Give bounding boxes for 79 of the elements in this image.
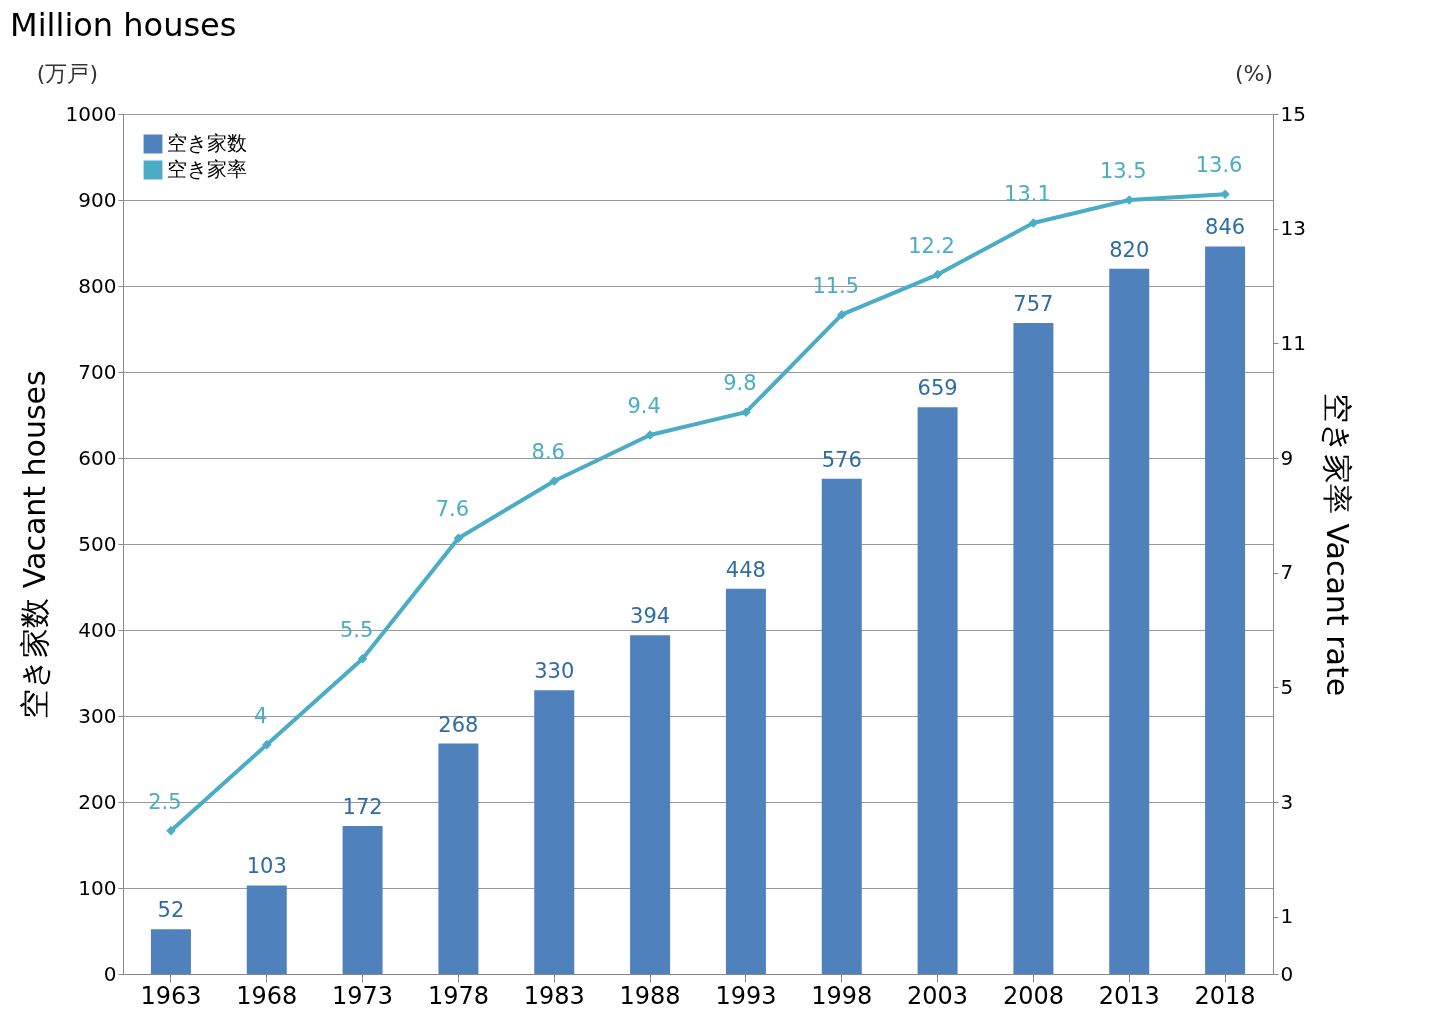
x-tick-label: 2008 <box>1002 981 1064 1010</box>
point <box>932 269 943 280</box>
y-tick-label: 100 <box>78 875 117 900</box>
data-label: 13.6 <box>1195 153 1243 178</box>
y2-axis-title: 空き家率 Vacant rate <box>1319 392 1355 697</box>
y2-tick-label: 7 <box>1280 560 1294 585</box>
data-label: 330 <box>534 659 575 684</box>
x-tick-label: 2018 <box>1194 981 1256 1010</box>
y-tick-label: 800 <box>78 273 117 298</box>
y-tick-label: 0 <box>103 961 117 986</box>
bar <box>438 743 479 974</box>
y-tick-label: 200 <box>78 789 117 814</box>
point <box>262 739 272 750</box>
x-tick-label: 1998 <box>811 981 873 1010</box>
data-label: 13.5 <box>1099 159 1147 183</box>
y-tick-label: 900 <box>78 187 117 212</box>
bar <box>821 478 862 974</box>
data-label: 8.6 <box>531 439 565 464</box>
x-tick-label: 2003 <box>907 981 969 1010</box>
y2-tick-label: 1 <box>1280 904 1294 929</box>
data-label: 52 <box>157 898 185 923</box>
bar <box>534 690 575 974</box>
bar <box>1013 322 1054 974</box>
data-label: 268 <box>438 712 479 737</box>
data-label: 448 <box>725 557 766 582</box>
data-label: 846 <box>1205 215 1246 240</box>
point <box>166 825 176 836</box>
y-tick-label: 500 <box>78 531 117 556</box>
y-tick-label: 300 <box>78 703 117 728</box>
x-tick-label: 1968 <box>236 981 298 1010</box>
data-label: 9.8 <box>723 371 757 396</box>
point <box>357 653 368 664</box>
x-tick-label: 1983 <box>523 981 585 1010</box>
data-label: 394 <box>630 604 671 629</box>
legend-label: 空き家率 <box>167 158 247 180</box>
bar <box>630 635 671 974</box>
y2-tick-label: 3 <box>1280 789 1294 814</box>
point <box>549 476 559 486</box>
x-tick-label: 2013 <box>1098 981 1160 1010</box>
y2-tick-label: 11 <box>1280 330 1306 355</box>
data-label: 172 <box>342 795 383 820</box>
y2-tick-label: 13 <box>1280 216 1306 241</box>
y-tick-label: 400 <box>78 617 117 642</box>
bar <box>917 407 958 974</box>
data-label: 12.2 <box>908 233 955 258</box>
y-tick-label: 1000 <box>65 101 117 126</box>
text: (万戸) <box>36 61 98 86</box>
bar <box>246 885 287 974</box>
point <box>1220 189 1230 200</box>
x-tick-label: 1973 <box>332 981 394 1010</box>
data-label: 7.6 <box>435 497 470 522</box>
y2-tick-label: 9 <box>1280 445 1294 470</box>
y2-tick-label: 0 <box>1280 961 1294 986</box>
bar <box>342 826 383 974</box>
y2-tick-label: 5 <box>1280 674 1294 699</box>
y-tick-label: 600 <box>78 445 117 470</box>
bar <box>150 929 191 974</box>
y-axis-title: 空き家数 Vacant houses <box>16 370 52 719</box>
x-tick-label: 1988 <box>619 981 681 1010</box>
y2-tick-label: 15 <box>1280 101 1306 126</box>
data-label: 9.4 <box>627 394 661 419</box>
data-label: 659 <box>917 376 958 401</box>
data-label: 757 <box>1013 291 1054 316</box>
data-label: 13.1 <box>1004 181 1051 206</box>
text: (%) <box>1234 61 1273 86</box>
bar <box>1109 268 1150 974</box>
point <box>837 309 847 320</box>
x-tick-label: 1993 <box>715 981 777 1010</box>
bar <box>725 588 766 974</box>
y-tick-label: 700 <box>78 359 117 384</box>
point <box>453 533 464 544</box>
x-tick-label: 1978 <box>427 981 489 1010</box>
data-label: 820 <box>1109 237 1150 262</box>
data-label: 103 <box>246 854 287 879</box>
x-tick-label: 1963 <box>140 981 202 1010</box>
legend-label: 空き家数 <box>167 132 247 154</box>
data-label: 576 <box>821 447 862 472</box>
bar <box>1205 246 1246 974</box>
chart-title: Million houses <box>10 6 237 44</box>
